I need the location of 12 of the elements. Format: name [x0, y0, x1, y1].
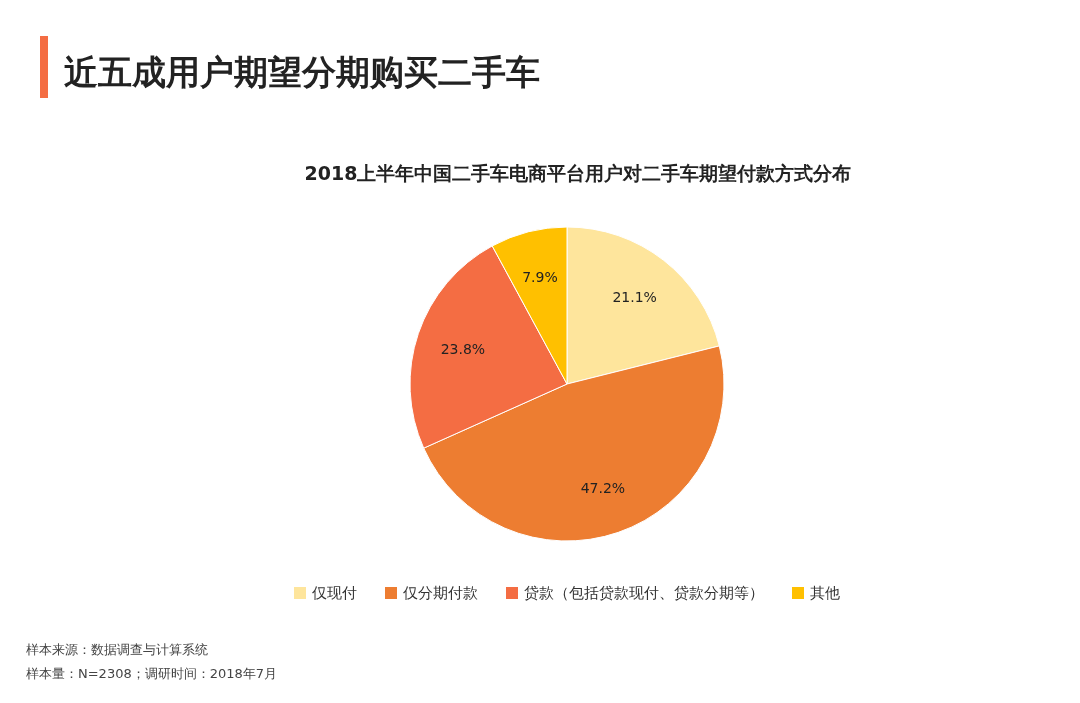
- text: 样本来源：数据调查与计算系统: [26, 642, 208, 657]
- data-label: 21.1%: [612, 289, 657, 306]
- legend-label: 仅现付: [312, 584, 357, 602]
- legend-label: 其他: [810, 584, 840, 602]
- legend-label: 仅分期付款: [403, 584, 478, 602]
- legend-label: 贷款（包括贷款现付、贷款分期等）: [524, 584, 764, 602]
- data-label: 7.9%: [522, 269, 558, 286]
- data-label: 47.2%: [580, 479, 626, 496]
- text: 样本量：N=2308；调研时间：2018年7月: [26, 666, 278, 681]
- data-label: 23.8%: [440, 340, 486, 357]
- chart-subtitle: 2018上半年中国二手车电商平台用户对二手车期望付款方式分布: [304, 162, 852, 184]
- chart-title: 近五成用户期望分期购买二手车: [64, 52, 540, 92]
